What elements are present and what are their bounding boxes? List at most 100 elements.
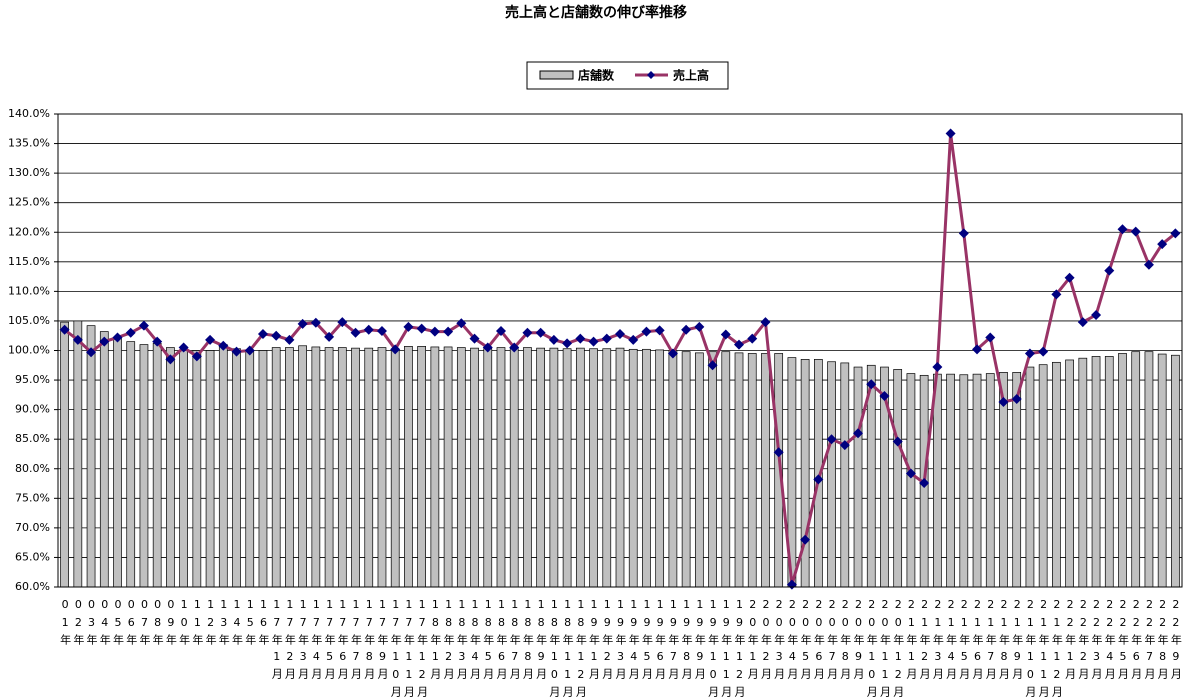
marker <box>562 338 573 349</box>
bar <box>218 344 228 588</box>
marker <box>1077 317 1088 328</box>
x-tick-label: 10年 <box>177 598 191 650</box>
y-tick-label: 135.0% <box>8 137 50 150</box>
x-tick-label: 20年8月 <box>838 598 852 684</box>
marker <box>800 534 811 545</box>
x-tick-label: 18年2月 <box>442 598 456 684</box>
legend-swatch <box>539 70 574 80</box>
marker <box>297 318 308 329</box>
x-tick-label: 17年11月 <box>402 598 416 700</box>
marker <box>337 317 348 328</box>
x-tick-label: 08年 <box>151 598 165 650</box>
marker <box>99 336 110 347</box>
marker <box>575 333 586 344</box>
marker <box>1051 289 1062 300</box>
bar <box>404 346 413 588</box>
y-tick-label: 60.0% <box>15 580 50 593</box>
marker <box>879 391 890 402</box>
x-tick-label: 14年 <box>230 598 244 650</box>
bar <box>245 350 255 588</box>
x-tick-label: 13年 <box>217 598 231 650</box>
bar <box>456 347 466 588</box>
x-tick-label: 21年4月 <box>944 598 958 684</box>
y-tick-label: 75.0% <box>15 491 50 504</box>
bar <box>258 350 268 588</box>
bar <box>523 347 532 588</box>
marker <box>403 321 414 332</box>
bar <box>1025 366 1035 588</box>
bar <box>1157 353 1167 588</box>
x-tick-label: 19年8月 <box>680 598 694 684</box>
x-tick-label: 19年7月 <box>666 598 680 684</box>
marker <box>892 436 903 447</box>
marker <box>998 396 1009 407</box>
marker <box>271 330 282 341</box>
x-tick-label: 21年1月 <box>904 598 918 684</box>
bar <box>285 347 294 588</box>
marker <box>469 333 480 344</box>
x-tick-label: 02年 <box>71 598 85 650</box>
marker <box>747 333 758 344</box>
bar <box>893 369 903 588</box>
marker <box>495 325 506 336</box>
bar <box>73 320 83 588</box>
x-tick-label: 19年4月 <box>627 598 641 684</box>
marker <box>482 342 493 353</box>
marker <box>601 333 612 344</box>
x-tick-label: 18年10月 <box>547 598 561 700</box>
x-tick-label: 06年 <box>124 598 138 650</box>
y-tick-label: 110.0% <box>8 284 50 297</box>
x-tick-label: 22年4月 <box>1103 598 1117 684</box>
x-tick-label: 19年1月 <box>587 598 601 684</box>
bar <box>86 325 96 588</box>
bar <box>390 348 400 588</box>
marker <box>443 326 454 337</box>
legend-label: 店舗数 <box>578 68 615 83</box>
marker <box>919 477 930 488</box>
bar <box>509 347 519 588</box>
bar <box>1038 364 1048 588</box>
bar <box>113 338 122 588</box>
marker <box>588 336 599 347</box>
x-tick-label: 18年12月 <box>574 598 588 700</box>
y-tick-label: 140.0% <box>8 107 50 120</box>
bar <box>99 331 109 588</box>
marker <box>205 334 216 345</box>
y-tick-label: 80.0% <box>15 462 50 475</box>
x-tick-label: 22年7月 <box>1142 598 1156 684</box>
bar <box>933 373 942 588</box>
bar <box>853 366 863 588</box>
x-tick-label: 19年9月 <box>693 598 707 684</box>
x-tick-label: 17年10月 <box>389 598 403 700</box>
bar <box>1131 351 1141 588</box>
marker <box>958 228 969 239</box>
marker <box>191 351 202 362</box>
legend-marker <box>647 71 655 79</box>
marker <box>218 340 229 351</box>
marker <box>760 317 771 328</box>
x-tick-label: 19年11月 <box>719 598 733 700</box>
y-tick-label: 130.0% <box>8 166 50 179</box>
bar <box>602 348 612 588</box>
bar <box>575 347 585 588</box>
marker <box>1011 393 1022 404</box>
x-tick-label: 07年 <box>137 598 151 650</box>
x-tick-label: 17年5月 <box>323 598 337 684</box>
x-tick-label: 17年8月 <box>362 598 376 684</box>
bar <box>721 351 731 588</box>
marker <box>86 347 97 358</box>
bar <box>681 351 691 588</box>
bar <box>549 347 559 588</box>
x-tick-label: 11年 <box>190 598 204 650</box>
x-tick-label: 19年3月 <box>614 598 627 684</box>
x-tick-label: 05年 <box>111 598 125 650</box>
marker <box>1170 228 1181 239</box>
bar <box>1104 356 1114 588</box>
x-tick-label: 19年12月 <box>733 598 746 700</box>
bar <box>615 347 625 588</box>
bar <box>642 348 651 588</box>
x-tick-label: 20年3月 <box>772 598 786 684</box>
bar <box>840 362 850 588</box>
marker <box>734 339 745 350</box>
